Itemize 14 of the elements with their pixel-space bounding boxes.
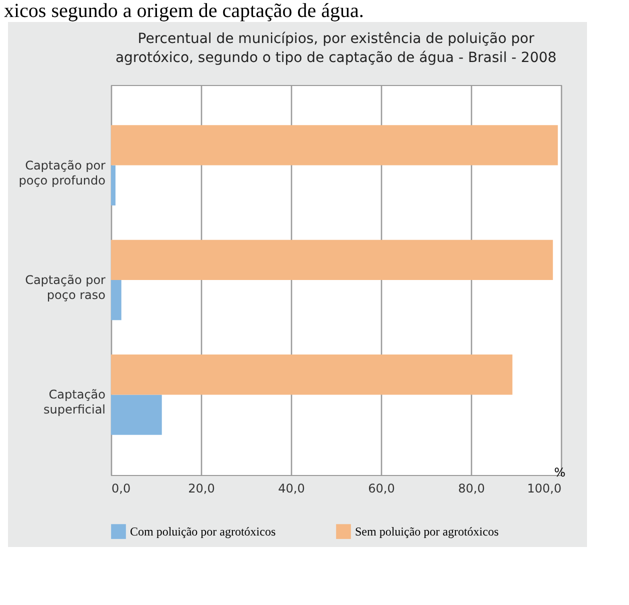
chart-title: Percentual de municípios, por existência de poluição por agrotóxico, segundo o tipo de captação de água - Brasil - 2008 [115,31,557,66]
x-tick-label: 100,0 [527,482,562,496]
legend-label: Sem poluição por agrotóxicos [355,524,499,539]
x-tick-label: 20,0 [188,482,215,496]
text: xicos segundo a origem de captação de água. [3,0,365,22]
y-tick-label: Captação por poço profundo [18,158,106,188]
x-axis-title: % [554,466,566,480]
y-tick-label: Captação superficial [44,388,106,417]
x-tick-label: 80,0 [458,482,485,496]
x-tick-label: 0,0 [112,482,131,496]
x-tick-label: 40,0 [278,482,305,496]
x-tick-label: 60,0 [368,482,395,496]
y-tick-label: Captação por poço raso [25,273,106,302]
legend-label: Com poluição por agrotóxicos [130,524,276,539]
